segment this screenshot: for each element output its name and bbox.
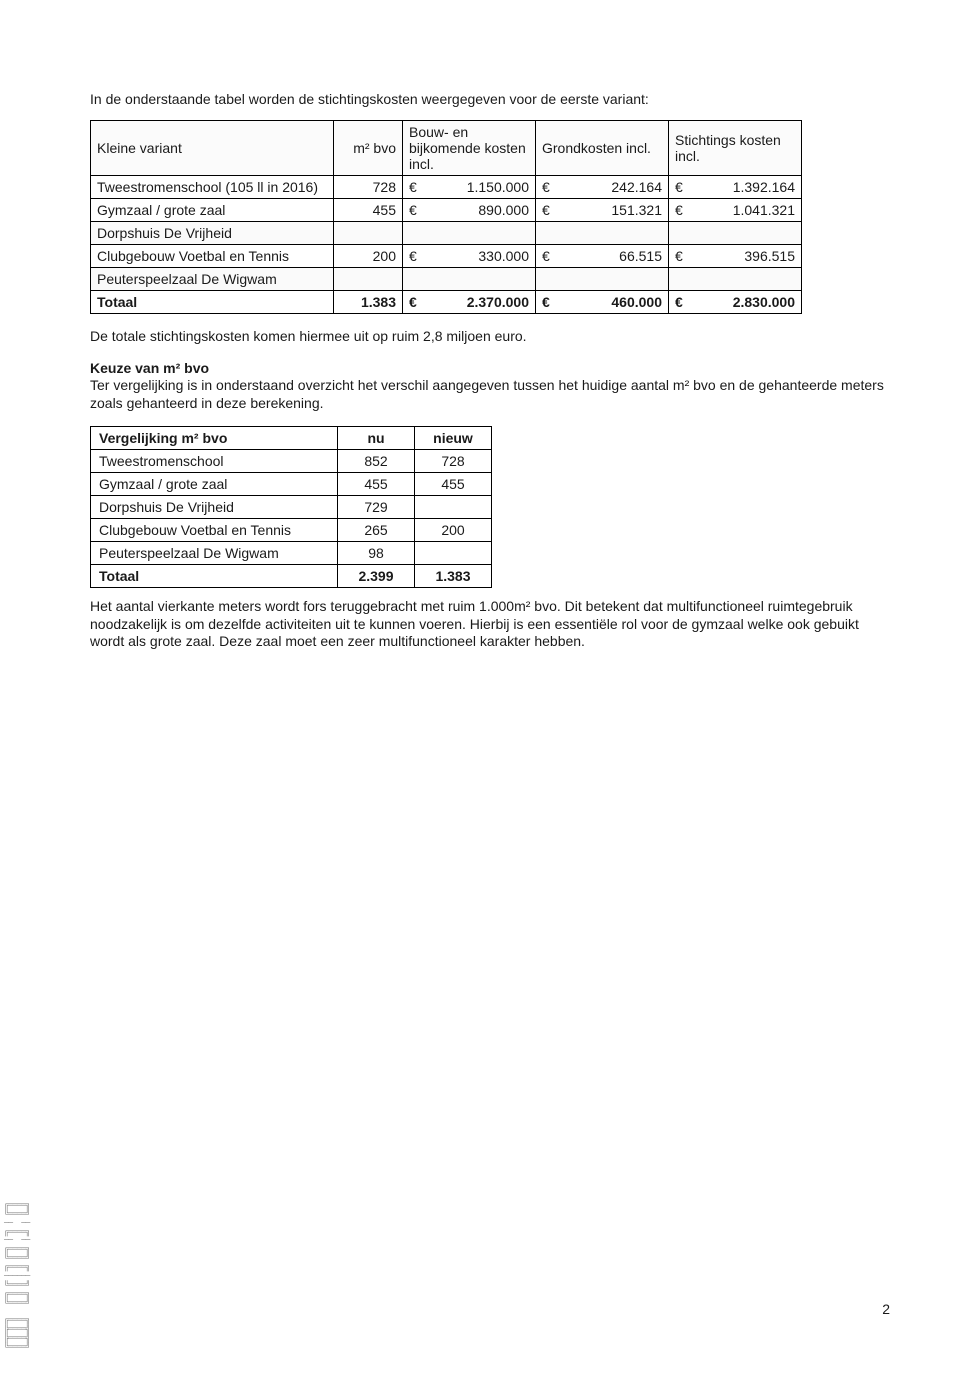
t2-h1: nu	[338, 427, 415, 450]
t1-h4: Stichtings kosten incl.	[669, 121, 802, 176]
scan-binding-artifact: ╔════╗ ╚════╝ ── ── ╔════╗ ── ── ╔════╗ …	[4, 1201, 64, 1353]
t1-h2: Bouw- en bijkomende kosten incl.	[403, 121, 536, 176]
keuze-section: Keuze van m² bvo Ter vergelijking is in …	[90, 360, 890, 413]
table-row: Clubgebouw Voetbal en Tennis 265 200	[91, 519, 492, 542]
table-vergelijking: Vergelijking m² bvo nu nieuw Tweestromen…	[90, 426, 492, 588]
t2-h0: Vergelijking m² bvo	[91, 427, 338, 450]
table-row: Tweestromenschool 852 728	[91, 450, 492, 473]
para-conclusion: Het aantal vierkante meters wordt fors t…	[90, 598, 890, 651]
table-row: Clubgebouw Voetbal en Tennis 200 €330.00…	[91, 245, 802, 268]
keuze-body: Ter vergelijking is in onderstaand overz…	[90, 377, 884, 411]
t1-h3: Grondkosten incl.	[536, 121, 669, 176]
keuze-heading: Keuze van m² bvo	[90, 360, 209, 376]
para-total-summary: De totale stichtingskosten komen hiermee…	[90, 328, 890, 346]
table-row: Peuterspeelzaal De Wigwam 98	[91, 542, 492, 565]
table-row: Peuterspeelzaal De Wigwam	[91, 268, 802, 291]
table-row: Gymzaal / grote zaal 455 €890.000 €151.3…	[91, 199, 802, 222]
page-number: 2	[882, 1301, 890, 1317]
intro-text: In de onderstaande tabel worden de stich…	[90, 90, 890, 108]
table-total-row: Totaal 2.399 1.383	[91, 565, 492, 588]
table-row: Dorpshuis De Vrijheid	[91, 222, 802, 245]
table-row: Tweestromenschool (105 ll in 2016) 728 €…	[91, 176, 802, 199]
t1-h0: Kleine variant	[91, 121, 334, 176]
table-row: Gymzaal / grote zaal 455 455	[91, 473, 492, 496]
table-total-row: Totaal 1.383 €2.370.000 €460.000 €2.830.…	[91, 291, 802, 314]
t1-h1: m² bvo	[334, 121, 403, 176]
table-row: Dorpshuis De Vrijheid 729	[91, 496, 492, 519]
t2-h2: nieuw	[415, 427, 492, 450]
document-page: In de onderstaande tabel worden de stich…	[0, 0, 960, 1377]
table-stichtingskosten: Kleine variant m² bvo Bouw- en bijkomend…	[90, 120, 802, 314]
